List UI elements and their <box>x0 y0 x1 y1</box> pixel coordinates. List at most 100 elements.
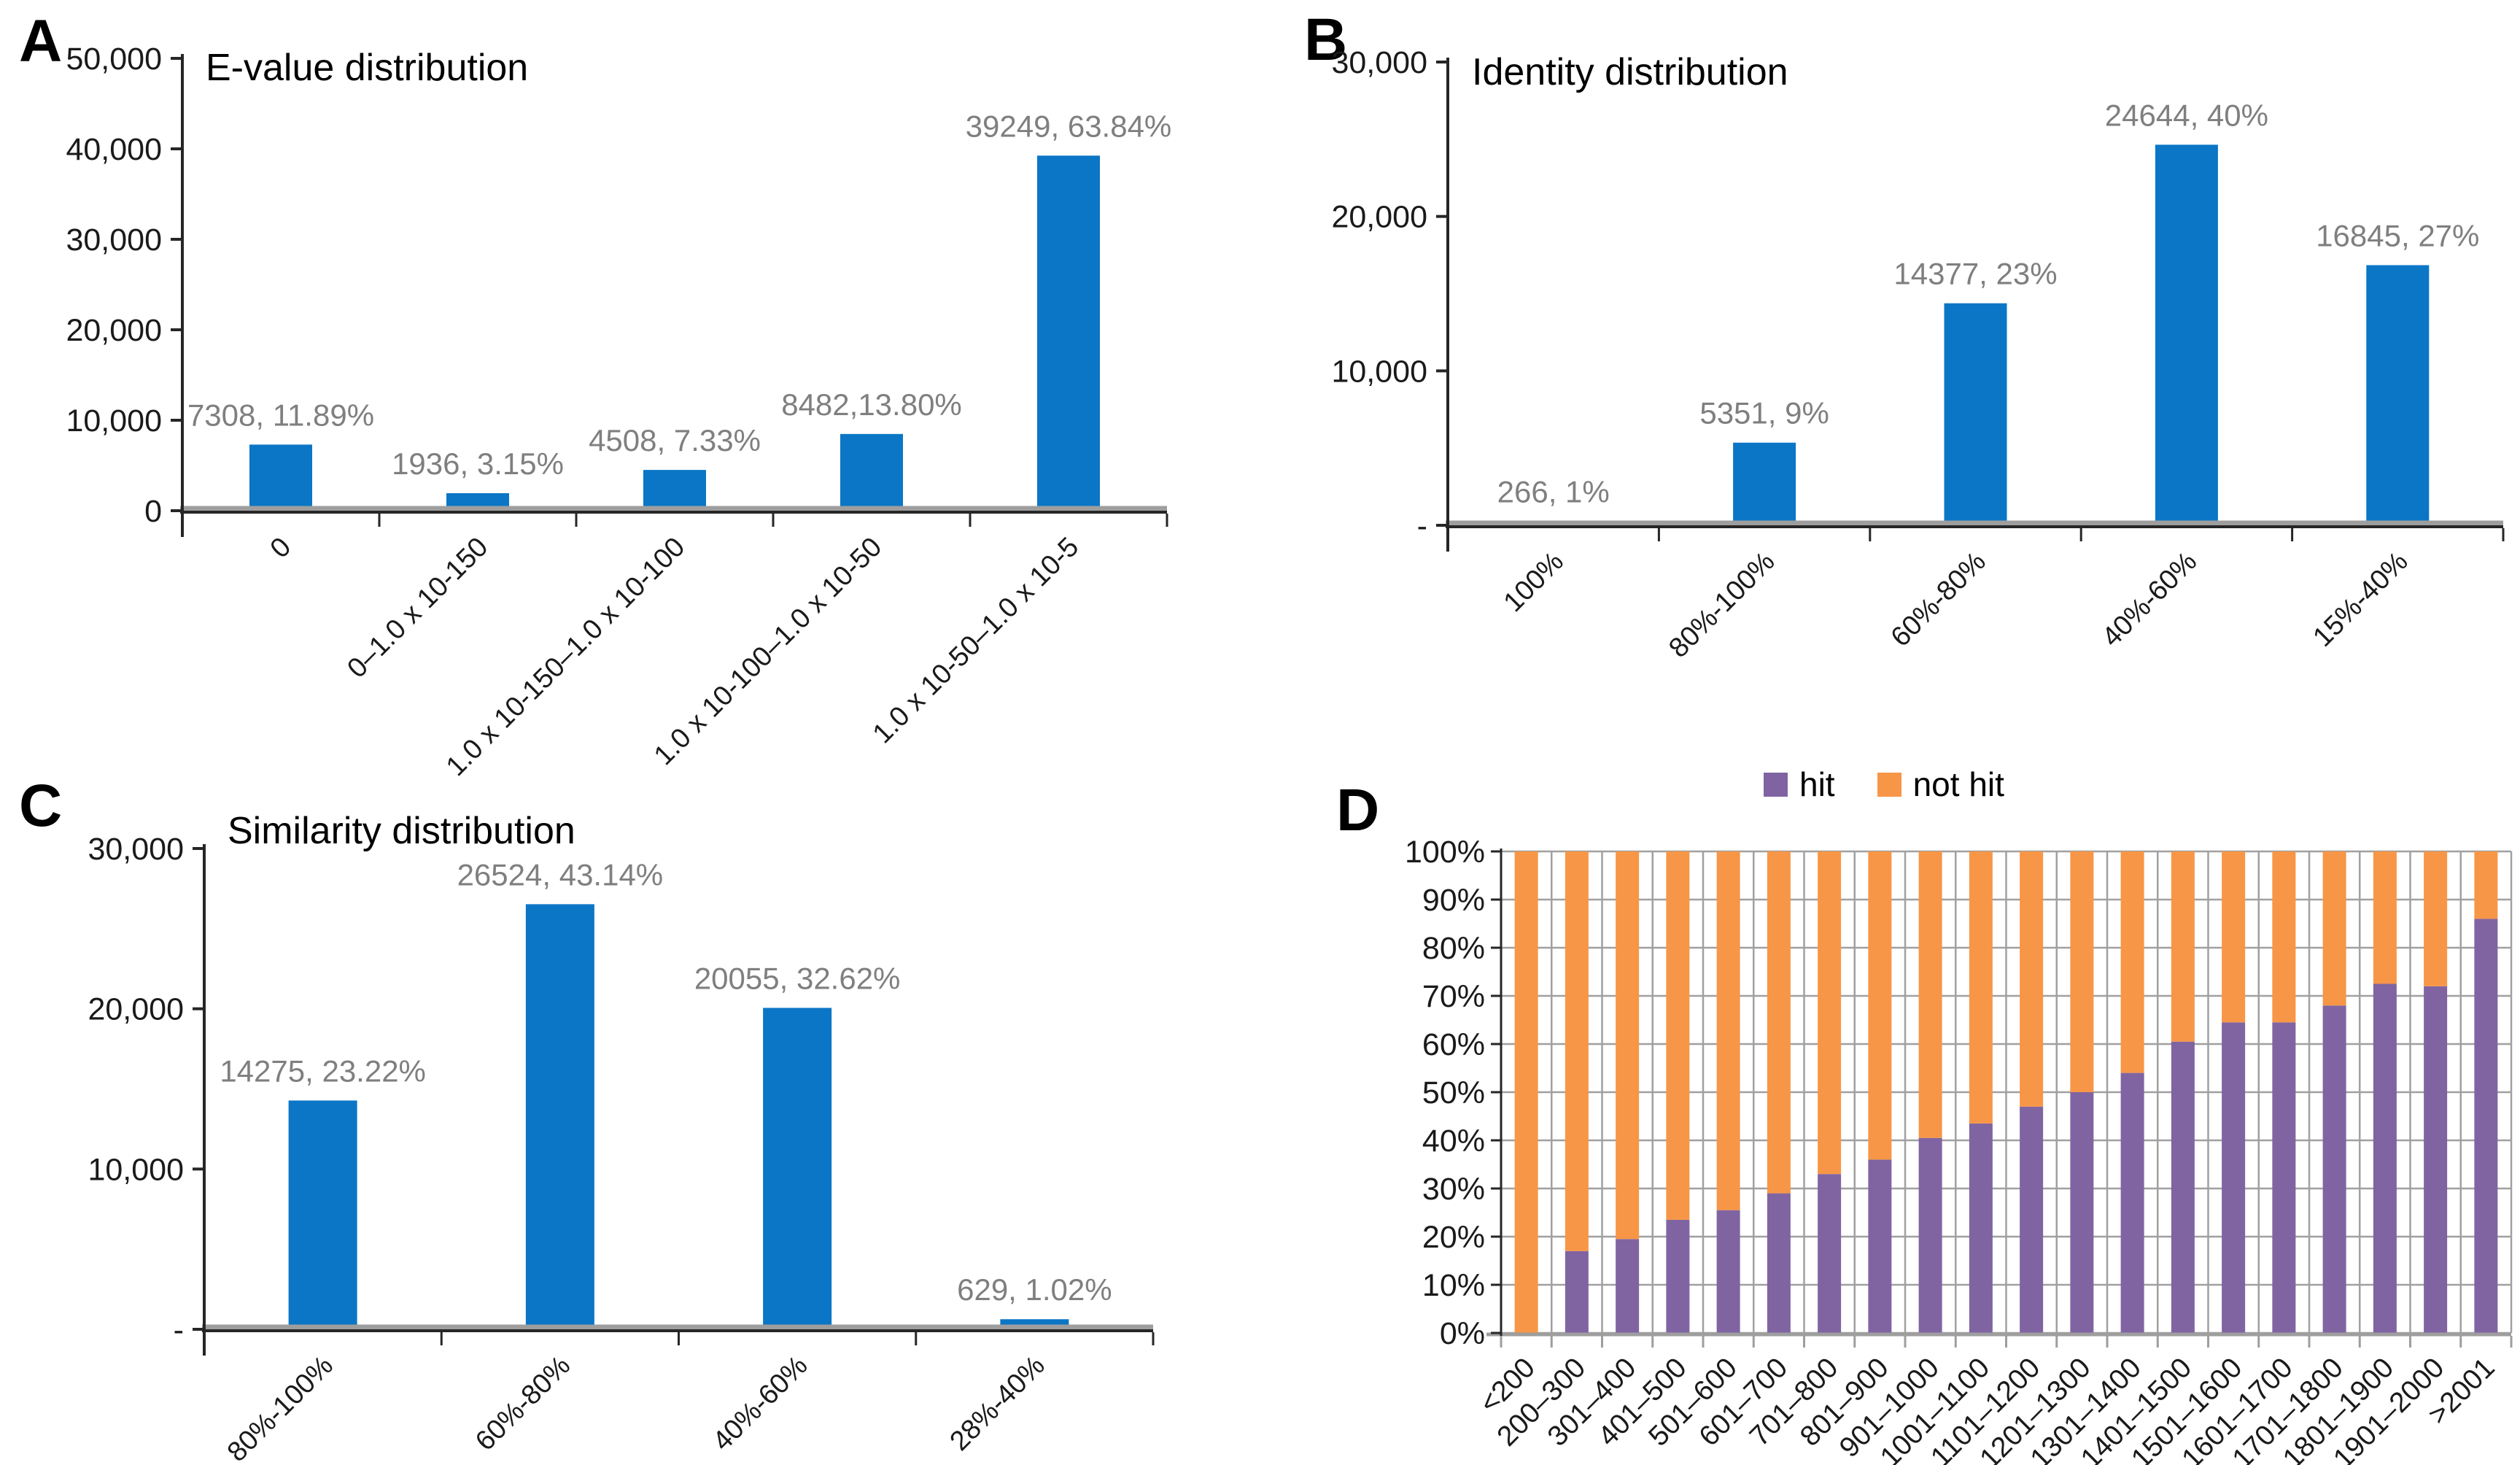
bar-data-label: 629, 1.02% <box>957 1272 1112 1307</box>
bar-data-label: 24644, 40% <box>2105 98 2268 132</box>
bar-data-label: 4508, 7.33% <box>589 423 761 457</box>
bar-data-label: 1936, 3.15% <box>392 447 564 481</box>
y-tick-label: 40% <box>1422 1124 1485 1159</box>
category-label: 80%-100% <box>1663 546 1780 664</box>
hit-bar-segment <box>1616 1239 1640 1333</box>
panel-c-letter: C <box>19 773 63 839</box>
hit-legend: hit not hit <box>1764 765 2004 804</box>
panel-a: A 7308, 11.89% 0 1936, 3.15% 0–1.0 x 10-150… <box>0 0 1260 783</box>
bar-data-label: 266, 1% <box>1497 474 1610 509</box>
hit-bar-segment <box>2272 1022 2296 1333</box>
not-hit-bar-segment <box>1565 851 1589 1251</box>
bar <box>525 904 594 1329</box>
hit-bar-segment <box>2171 1041 2195 1333</box>
panel-b-letter: B <box>1304 7 1348 73</box>
not-hit-bar-segment <box>2020 851 2044 1107</box>
y-tick-label: 20,000 <box>1331 200 1427 235</box>
y-tick-label: 40,000 <box>66 132 162 167</box>
bar-data-label: 7308, 11.89% <box>187 398 374 432</box>
hit-bar-segment <box>2322 1005 2346 1333</box>
not-hit-bar-segment <box>1716 851 1740 1210</box>
not-hit-bar-segment <box>1918 851 1942 1138</box>
hit-bar-segment <box>2222 1022 2246 1333</box>
bar <box>288 1100 357 1329</box>
hit-bar-segment <box>1818 1174 1842 1333</box>
y-tick-label: 70% <box>1422 979 1485 1014</box>
bar <box>249 444 312 511</box>
not-hit-bar-segment <box>2373 851 2397 984</box>
hit-bar-segment <box>2474 919 2498 1333</box>
not-hit-bar-segment <box>1767 851 1791 1194</box>
bar-data-label: 16845, 27% <box>2316 218 2479 252</box>
hit-bar-segment <box>1716 1210 1740 1333</box>
hit-bar-segment <box>2424 986 2448 1333</box>
y-tick-label: 50,000 <box>66 42 162 77</box>
hit-bar-segment <box>2373 983 2397 1333</box>
bar-data-label: 14377, 23% <box>1893 257 2057 291</box>
category-label: 100% <box>1498 546 1570 618</box>
panel-c: C 14275, 23.22% 80%-100% 26524, 43.14% 60%-… <box>0 732 1260 1465</box>
category-label: 28%-40% <box>945 1350 1051 1457</box>
not-hit-bar-segment <box>1818 851 1842 1175</box>
not-hit-bar-segment <box>2171 851 2195 1042</box>
bar-data-label: 8482,13.80% <box>781 387 962 422</box>
evalue-distribution-chart: 7308, 11.89% 0 1936, 3.15% 0–1.0 x 10-150 45… <box>66 42 1172 782</box>
y-tick-label: 100% <box>1405 835 1485 870</box>
y-tick-label: 90% <box>1422 883 1485 918</box>
category-label: 0–1.0 x 10-150 <box>341 532 494 684</box>
bar <box>2155 144 2218 526</box>
hit-bar-segment <box>1666 1219 1690 1333</box>
y-tick-label: 0 <box>144 494 162 529</box>
not-hit-bar-segment <box>1666 851 1690 1220</box>
category-label: 1.0 x 10-50–1.0 x 10-5 <box>867 532 1085 750</box>
category-label: 60%-80% <box>470 1350 576 1457</box>
not-hit-bar-segment <box>2070 851 2094 1092</box>
not-hit-bar-segment <box>2322 851 2346 1006</box>
legend-not-hit-label: not hit <box>1912 765 2004 803</box>
identity-distribution-chart: 266, 1% 100% 5351, 9% 80%-100% 14377, 23% 60%… <box>1331 45 2505 664</box>
y-tick-label: 20,000 <box>88 992 184 1027</box>
y-tick-label: 60% <box>1422 1027 1485 1062</box>
bar-data-label: 26524, 43.14% <box>457 857 664 892</box>
not-hit-bar-segment <box>2222 851 2246 1023</box>
y-tick-label: 0% <box>1440 1316 1485 1351</box>
hit-bar-segment <box>1565 1251 1589 1333</box>
hit-bar-segment <box>1918 1137 1942 1333</box>
bar-data-label: 20055, 32.62% <box>694 961 901 995</box>
hit-bar-segment <box>1969 1123 1993 1333</box>
bar <box>763 1008 832 1329</box>
y-tick-label: 10,000 <box>66 403 162 438</box>
y-tick-label: 30,000 <box>88 832 184 867</box>
category-label: 0 <box>265 532 298 565</box>
legend-hit-swatch <box>1764 772 1788 797</box>
bar-data-label: 14275, 23.22% <box>220 1054 426 1088</box>
bar <box>840 433 903 511</box>
chart-title: Similarity distribution <box>228 810 575 852</box>
not-hit-bar-segment <box>1514 851 1538 1333</box>
panel-b: B 266, 1% 100% 5351, 9% 80%-100% 14377, 23% 6… <box>1260 0 2520 732</box>
legend-not-hit-swatch <box>1877 772 1901 797</box>
category-label: 40%-60% <box>707 1350 813 1457</box>
hit-bar-segment <box>1767 1193 1791 1333</box>
chart-title: E-value distribution <box>206 47 528 89</box>
y-tick-label: 20% <box>1422 1220 1485 1255</box>
bar-data-label: 39249, 63.84% <box>966 109 1172 143</box>
y-tick-label: - <box>1417 509 1427 544</box>
bar <box>2366 265 2430 525</box>
bar-data-label: 5351, 9% <box>1699 396 1829 430</box>
not-hit-bar-segment <box>2474 851 2498 919</box>
not-hit-bar-segment <box>2272 851 2296 1023</box>
category-label: 60%-80% <box>1885 546 1992 653</box>
bar <box>1944 303 2007 525</box>
not-hit-bar-segment <box>2120 851 2144 1073</box>
category-label: 80%-100% <box>222 1350 339 1465</box>
panel-d: D hit not hit <200 200–300 301–400 401–500 5… <box>1260 732 2520 1465</box>
y-tick-label: 20,000 <box>66 313 162 348</box>
y-tick-label: 80% <box>1422 931 1485 966</box>
category-label: 15%-40% <box>2307 546 2414 653</box>
hit-bar-segment <box>2120 1072 2144 1333</box>
y-tick-label: - <box>174 1313 184 1348</box>
similarity-distribution-chart: 14275, 23.22% 80%-100% 26524, 43.14% 60%-80… <box>88 810 1155 1465</box>
y-tick-label: 30% <box>1422 1172 1485 1207</box>
hit-bar-segment <box>2070 1092 2094 1333</box>
